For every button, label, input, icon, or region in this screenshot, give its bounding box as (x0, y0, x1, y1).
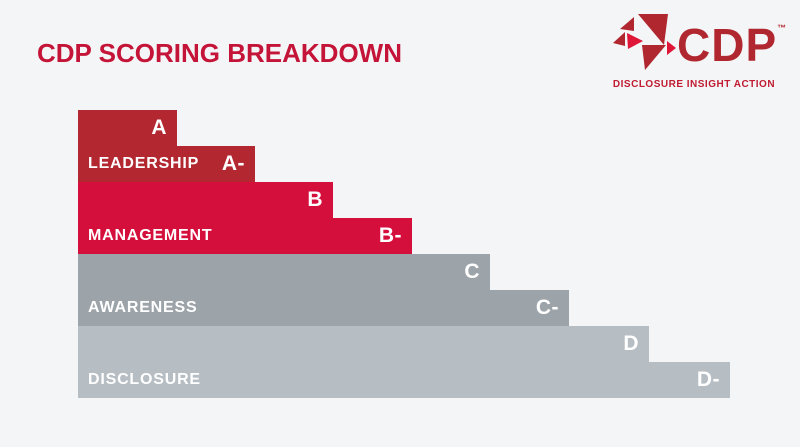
scoring-staircase: A LEADERSHIP A- B MANAGEMENT B- C AWAREN… (78, 110, 738, 398)
step-grade-label: A- (221, 152, 245, 175)
step-category-label: MANAGEMENT (88, 227, 213, 244)
step-grade-label: C- (535, 296, 559, 319)
cdp-logo-top: CDP™ (610, 12, 786, 74)
step-category-label: AWARENESS (88, 299, 198, 316)
cdp-logo: CDP™ DISCLOSURE INSIGHT ACTION (610, 12, 786, 90)
step-category-label: DISCLOSURE (88, 371, 201, 388)
step-grade-d: D (78, 326, 649, 362)
step-grade-label: B- (378, 224, 402, 247)
step-grade-label: C (464, 260, 480, 283)
step-grade-label: D- (696, 368, 720, 391)
step-grade-c-minus: AWARENESS C- (78, 290, 569, 326)
step-grade-a-minus: LEADERSHIP A- (78, 146, 255, 182)
trademark-symbol: ™ (777, 23, 788, 33)
step-grade-a: A (78, 110, 177, 146)
cdp-triangles-icon (613, 14, 676, 70)
step-grade-label: D (623, 332, 639, 355)
step-grade-label: B (307, 188, 323, 211)
step-category-label: LEADERSHIP (88, 155, 200, 172)
cdp-logo-tagline: DISCLOSURE INSIGHT ACTION (612, 79, 776, 90)
step-grade-c: C (78, 254, 490, 290)
step-grade-b-minus: MANAGEMENT B- (78, 218, 412, 254)
page-title: CDP SCORING BREAKDOWN (37, 38, 402, 68)
step-grade-b: B (78, 182, 333, 218)
step-grade-label: A (151, 116, 167, 139)
cdp-logo-text: CDP (677, 19, 778, 71)
step-grade-d-minus: DISCLOSURE D- (78, 362, 730, 398)
cdp-logo-wordmark: CDP™ (677, 22, 787, 68)
